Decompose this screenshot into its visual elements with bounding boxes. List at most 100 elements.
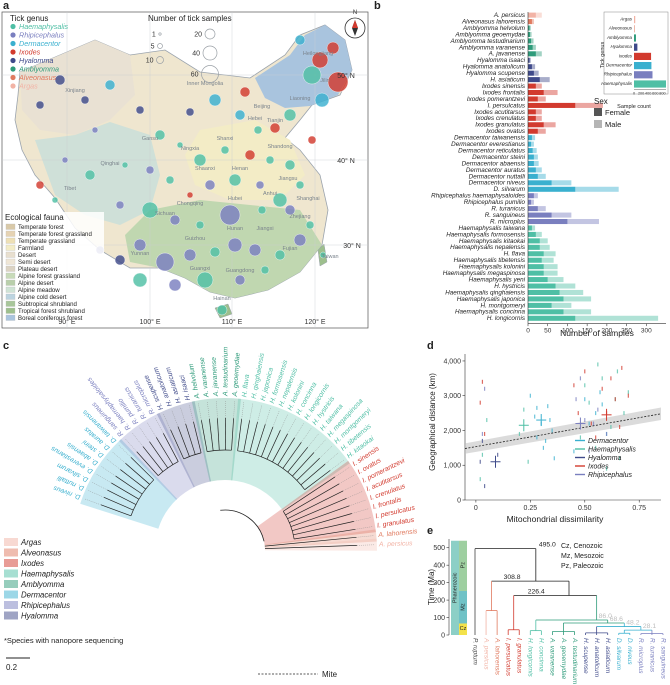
- tree-legend-swatch-argas: [4, 538, 18, 546]
- node-age-308-8: 308.8: [504, 574, 521, 581]
- inset-bar-amblyomma: [634, 34, 636, 42]
- bar-male-i-persulcatus: [575, 102, 603, 108]
- sample-circle-hyalomma: [54, 74, 66, 86]
- place-henan: Henan: [232, 166, 248, 172]
- branch-a-helvolum: [201, 420, 208, 452]
- bar-female-a-javanense: [528, 51, 536, 57]
- point-haemaphysalis: [588, 400, 590, 405]
- point-haemaphysalis: [627, 390, 629, 395]
- sample-circle-haemaphysalis: [176, 141, 184, 149]
- bar-female-dermacentor-steini: [528, 154, 534, 160]
- time-tip-i-granulatus: I. granulatus: [516, 638, 523, 674]
- branch-h-concinna: [272, 433, 288, 463]
- branch-i-acutitarsus: [289, 497, 347, 523]
- point-hyalomma: [481, 438, 484, 443]
- panel-b-label: b: [374, 0, 381, 12]
- genus-swatch-alveonasus: [10, 74, 16, 81]
- scatter-x-tick-label-0-25: 0.25: [524, 505, 538, 512]
- branch-h-japonica: [249, 421, 258, 454]
- nanopore-note: *Species with nanopore sequencing: [4, 636, 123, 645]
- species-label-a-javanense: A. javanense: [488, 51, 526, 58]
- sample-circle-ixodes: [239, 86, 251, 98]
- inset-genus-label-rhipicephalus: Rhipicephalus: [604, 72, 633, 77]
- genus-swatch-amblyomma: [10, 66, 16, 72]
- bar-male-dermacentor-taiwanensis: [531, 135, 536, 141]
- branch-dash-a-javanense: [216, 400, 218, 419]
- genus-swatch-argas: [10, 83, 16, 89]
- sample-circle-rhipicephalus: [183, 248, 197, 262]
- sample-circle-hyalomma: [185, 107, 195, 117]
- place-liaoning: Liaoning: [290, 96, 311, 102]
- bar-male-ixodes-crenulatus: [535, 115, 542, 121]
- place-zhejiang: Zhejiang: [289, 214, 310, 220]
- species-label-r-sanguineus: R. sanguineus: [485, 212, 526, 219]
- bar-male-hyalomma-scupense: [533, 70, 539, 76]
- fauna-swatch-boreal-coniferous-forest: [5, 314, 16, 321]
- lon-label-110: 110° E: [222, 318, 243, 326]
- time-tip-p-ruptum: P. ruptum: [471, 638, 478, 666]
- species-label-rhipicephalus-haemaphysaloides: Rhipicephalus haemaphysaloides: [431, 193, 526, 200]
- sample-circle-ixodes: [35, 180, 45, 190]
- bar-male-alveonasus-lahorensis: [531, 19, 534, 25]
- time-tick-label-0: 0: [441, 633, 445, 640]
- bar-male-dermacentor-reticulatus: [532, 148, 537, 154]
- fauna-label-plateau-desert: Plateau desert: [18, 266, 58, 273]
- place-fujian: Fujian: [283, 246, 298, 252]
- species-bars: [528, 12, 659, 321]
- species-label-dermacentor-abaensis: Dermacentor abaensis: [462, 160, 526, 167]
- bar-female-h-hystricis: [528, 283, 556, 289]
- scatter-legend-label-dermacentor: Dermacentor: [588, 438, 629, 445]
- place-inner-mongolia: Inner Mongolia: [187, 81, 224, 87]
- point-ixodes: [573, 383, 575, 388]
- scatter-legend-label-ixodes: Ixodes: [588, 464, 609, 471]
- bar-female-h-flava: [528, 251, 544, 257]
- inset-x-tick-label-200: 200: [638, 92, 644, 96]
- inset-genus-label-hyalomma: Hyalomma: [610, 44, 632, 49]
- sample-circle-ixodes: [244, 149, 256, 161]
- bar-female-haemaphysalis-concinna: [528, 309, 564, 315]
- bar-male-rhipicephalus-haemaphysaloides: [533, 193, 538, 199]
- bar-female-amblyomma-testudinarium: [528, 38, 532, 44]
- place-shaanxi: Shaanxi: [195, 166, 215, 172]
- branch-dash-i-pomerantzevi: [342, 482, 360, 492]
- branch-dash-h-asiaticum: [180, 406, 186, 425]
- inset-genus-label-ixodes: Ixodes: [619, 53, 633, 58]
- time-tip-a-testudinarium: A. testudinarium: [571, 637, 578, 685]
- region-plateau: [35, 122, 160, 225]
- scatter-x-tick-label-0: 0: [474, 505, 478, 512]
- sample-circle-rhipicephalus: [169, 214, 181, 226]
- size-label-5: 5: [151, 44, 155, 51]
- branch-r-pumilio: [149, 441, 169, 469]
- point-dermacentor: [584, 397, 586, 402]
- scatter-legend-label-hyalomma: Hyalomma: [588, 455, 622, 462]
- sample-circle-haemaphysalis: [154, 129, 166, 141]
- scatter-legend-label-haemaphysalis: Haemaphysalis: [588, 447, 636, 454]
- bar-female-i-persulcatus: [528, 102, 576, 108]
- species-label-amblyomma-testudinarium: Amblyomma testudinarium: [449, 38, 525, 45]
- point-hyalomma: [479, 459, 481, 464]
- size-label-60: 60: [191, 72, 199, 79]
- species-label-dermacentor-everestianus: Dermacentor everestianus: [451, 141, 526, 148]
- species-label-haemaphysalis-qinghaiensis: Haemaphysalis qinghaiensis: [445, 289, 526, 296]
- inset-genus-label-amblyomma: Amblyomma: [606, 35, 633, 40]
- species-label-rhipicephalus-pumilio: Rhipicephalus pumilio: [464, 199, 526, 206]
- branch-h-anatolicum: [177, 426, 190, 457]
- species-label-haemaphysalis-concinna: Haemaphysalis concinna: [455, 309, 526, 316]
- sample-circle-haemaphysalis: [257, 205, 267, 215]
- fauna-label-alpine-meadow: Alpine meadow: [18, 287, 60, 294]
- bar-x-axis: 0 50 100 150 200 250 300: [526, 12, 666, 335]
- inset-genus-label-argas: Argas: [619, 17, 633, 22]
- place-taiwan: Taiwan: [321, 254, 338, 260]
- sample-circle-ixodes: [311, 51, 329, 69]
- fauna-label-alpine-cold-desert: Alpine cold desert: [18, 294, 67, 301]
- panel-e: e 0 100 200 300 400 500 Phanerozoic Mz Pz Cz 495…: [425, 525, 670, 685]
- branch-d-niveus: [100, 504, 132, 517]
- species-label-haemaphysalis-taiwana: Haemaphysalis taiwana: [458, 225, 525, 232]
- point-haemaphysalis: [579, 435, 582, 440]
- size-legend-title: Number of tick samples: [148, 14, 232, 23]
- point-hyalomma: [484, 484, 486, 489]
- genus-label-ixodes: Ixodes: [19, 48, 41, 57]
- species-label-h-flava: H. flava: [504, 251, 526, 258]
